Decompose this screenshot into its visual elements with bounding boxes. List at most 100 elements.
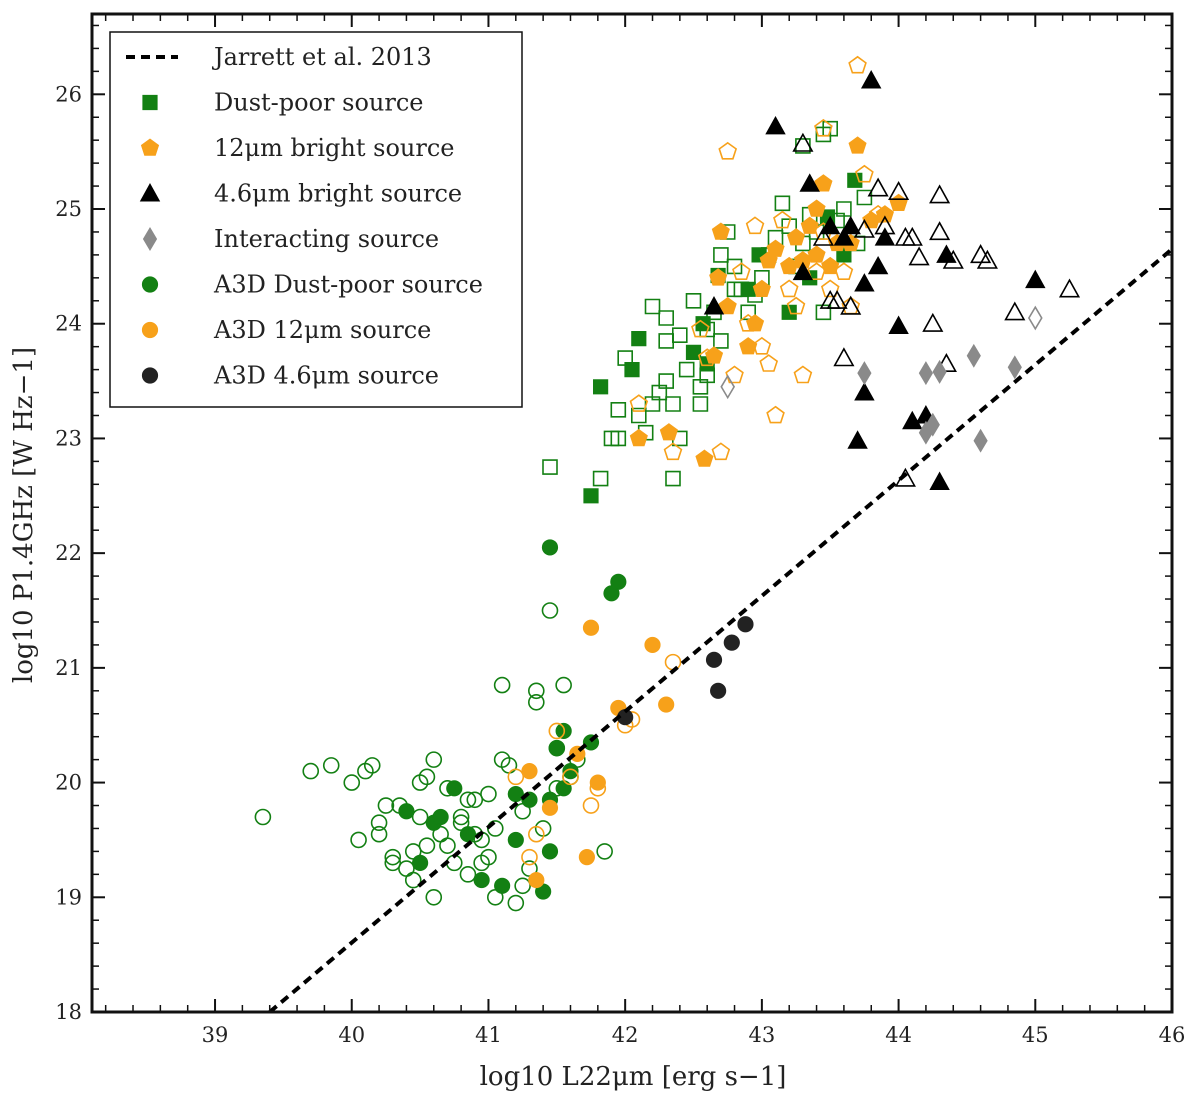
- data-point: [541, 602, 559, 619]
- data-point: [840, 295, 862, 315]
- data-point: [786, 228, 806, 246]
- x-tick-label: 45: [1022, 1023, 1049, 1047]
- data-point: [624, 362, 640, 378]
- series-a3d-12-m-source: [521, 619, 675, 889]
- data-point: [665, 470, 681, 487]
- series-a3d-dust-poor-source: [398, 539, 627, 900]
- data-point: [663, 442, 683, 461]
- data-point: [363, 757, 381, 774]
- data-point: [774, 195, 791, 212]
- data-point: [617, 350, 634, 366]
- series-a3d-4-6-m-source: [617, 616, 754, 726]
- data-point: [709, 268, 728, 286]
- series-4-6-m-bright-source-open-: [792, 132, 1081, 487]
- plot-frame: [90, 12, 1174, 1014]
- series-12-m-bright-source-open-: [629, 55, 888, 461]
- y-tick-label: 21: [55, 656, 82, 680]
- data-point: [644, 298, 661, 315]
- data-point: [377, 797, 395, 814]
- data-point: [528, 682, 545, 700]
- data-point: [692, 378, 709, 395]
- data-point: [942, 249, 964, 269]
- data-point: [610, 573, 627, 590]
- legend-swatch: [142, 94, 158, 111]
- data-point: [711, 442, 731, 461]
- data-point: [874, 215, 896, 235]
- data-point: [452, 808, 470, 826]
- data-point: [548, 739, 566, 757]
- data-point: [935, 353, 957, 373]
- data-point: [685, 344, 702, 360]
- data-point: [1025, 269, 1046, 289]
- data-point: [894, 226, 916, 246]
- y-tick-label: 26: [55, 82, 82, 106]
- data-point: [473, 871, 490, 889]
- data-point: [732, 262, 751, 281]
- legend-label: Interacting source: [214, 225, 439, 253]
- data-point: [725, 365, 744, 384]
- data-point: [819, 215, 841, 235]
- data-point: [370, 814, 388, 832]
- data-point: [664, 653, 682, 671]
- legend-item: A3D 4.6μm source: [141, 362, 439, 390]
- data-point: [779, 279, 799, 298]
- data-point: [322, 757, 340, 774]
- data-point: [752, 336, 772, 355]
- legend-item: 12μm bright source: [140, 134, 454, 162]
- data-point: [578, 849, 595, 866]
- data-point: [713, 333, 729, 349]
- data-point: [929, 184, 951, 204]
- data-point: [854, 382, 875, 401]
- y-tick-label: 24: [55, 312, 82, 336]
- data-point: [929, 221, 951, 241]
- legend-item: 4.6μm bright source: [139, 180, 462, 208]
- data-point: [659, 423, 679, 441]
- data-point: [658, 333, 675, 349]
- data-point: [711, 222, 730, 240]
- data-point: [459, 866, 477, 883]
- data-point: [610, 430, 627, 447]
- data-point: [528, 871, 545, 889]
- data-point: [439, 837, 456, 854]
- data-point: [745, 216, 765, 235]
- data-point: [528, 825, 545, 843]
- data-point: [848, 136, 867, 154]
- data-point: [888, 315, 909, 334]
- data-point: [855, 164, 874, 183]
- series-a3d-dust-poor-source-open-: [254, 602, 613, 912]
- data-point: [833, 347, 855, 367]
- legend-label: Jarrett et al. 2013: [211, 43, 432, 71]
- data-point: [726, 281, 743, 298]
- data-point: [793, 365, 813, 384]
- data-point: [718, 296, 737, 315]
- data-point: [582, 797, 600, 814]
- data-point: [671, 327, 688, 344]
- data-point: [807, 199, 826, 217]
- data-point: [480, 785, 497, 803]
- data-point: [404, 843, 422, 860]
- data-point: [692, 396, 709, 412]
- data-point: [822, 120, 839, 137]
- data-point: [391, 797, 408, 814]
- data-point: [888, 180, 910, 200]
- series-interacting-source: [857, 343, 1022, 453]
- data-point: [738, 313, 758, 332]
- data-point: [857, 361, 872, 386]
- x-tick-label: 39: [202, 1023, 229, 1047]
- y-tick-label: 22: [55, 541, 82, 565]
- data-point: [815, 126, 832, 143]
- data-point: [528, 693, 545, 711]
- data-point: [754, 269, 770, 286]
- data-point: [1007, 355, 1022, 380]
- series-4-6-m-bright-source: [703, 70, 1046, 490]
- data-point: [665, 396, 681, 412]
- data-point: [630, 407, 647, 424]
- data-point: [658, 696, 675, 713]
- data-point: [800, 216, 819, 234]
- data-point: [902, 410, 923, 430]
- data-point: [821, 256, 840, 275]
- data-point: [432, 825, 449, 843]
- data-point: [1058, 278, 1081, 298]
- data-point: [610, 401, 627, 418]
- data-point: [254, 808, 272, 826]
